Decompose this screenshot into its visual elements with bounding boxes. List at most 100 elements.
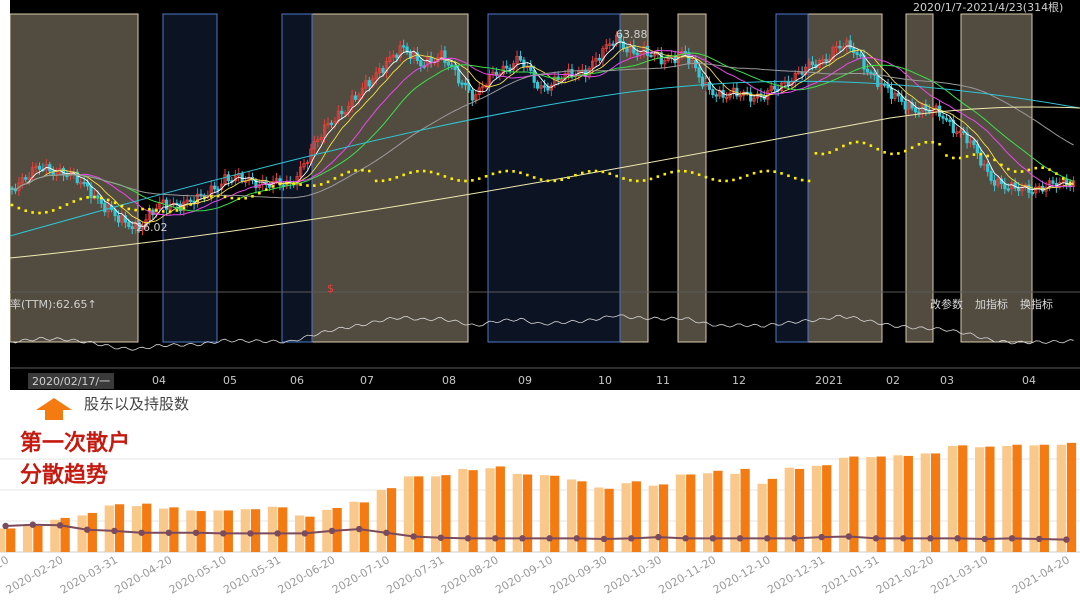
volume-dot xyxy=(457,179,460,182)
volume-dot xyxy=(972,153,976,156)
switch-indicator-button[interactable]: 换指标 xyxy=(1020,298,1053,311)
add-indicator-button[interactable]: 加指标 xyxy=(975,298,1008,311)
candle-body xyxy=(965,132,969,144)
volume-dot xyxy=(704,175,708,179)
candle-body xyxy=(597,57,602,61)
candle-body xyxy=(752,97,756,102)
bar-light xyxy=(104,505,114,552)
candle-body xyxy=(773,85,777,90)
volume-dot xyxy=(367,169,371,173)
bar-dark xyxy=(386,488,397,552)
bar-dark xyxy=(414,476,424,552)
x-tick-label: 2020-02-20 xyxy=(4,553,66,596)
bar-dark xyxy=(658,484,669,552)
volume-dot xyxy=(560,178,563,182)
candle-body xyxy=(27,177,31,180)
bar-dark xyxy=(876,456,886,552)
bar-light xyxy=(213,510,223,552)
bar-light xyxy=(839,457,849,552)
holder-point xyxy=(410,533,417,540)
candle-body xyxy=(443,50,447,63)
bar-light xyxy=(866,457,876,552)
candle-body xyxy=(608,43,612,46)
candle-body xyxy=(405,46,409,53)
month-label: 03 xyxy=(940,374,954,387)
bar-light xyxy=(784,467,794,552)
volume-dot xyxy=(594,169,598,173)
candlestick-chart[interactable] xyxy=(10,0,1080,390)
change-params-button[interactable]: 改参数 xyxy=(930,298,963,311)
volume-dot xyxy=(580,171,584,175)
candle-body xyxy=(749,92,753,102)
volume-dot xyxy=(154,209,158,212)
volume-dot xyxy=(1068,181,1072,185)
candle-body xyxy=(134,221,138,230)
volume-dot xyxy=(539,178,543,181)
month-label: 11 xyxy=(656,374,670,387)
candle-body xyxy=(649,54,653,58)
holder-point xyxy=(274,530,281,537)
bar-light xyxy=(431,476,441,552)
candle-body xyxy=(457,69,461,84)
volume-dot xyxy=(800,178,804,182)
volume-dot xyxy=(86,196,89,199)
candle-body xyxy=(353,95,358,100)
holder-point xyxy=(1036,535,1043,543)
bar-dark xyxy=(1012,444,1022,552)
candle-body xyxy=(838,45,842,49)
holder-point xyxy=(138,529,145,536)
volume-dot xyxy=(292,182,296,185)
stock-chart-panel[interactable]: 2020/1/7-2021/4/23(314根) 市盈率(TTM):62.65↑… xyxy=(10,0,1080,390)
volume-dot xyxy=(326,180,330,184)
bar-dark xyxy=(822,465,832,552)
candle-body xyxy=(841,46,845,49)
holder-point xyxy=(628,535,635,542)
candle-body xyxy=(797,71,801,74)
candle-body xyxy=(127,221,131,227)
date-range-label: 2020/1/7-2021/4/23(314根) xyxy=(913,1,1064,14)
candle-body xyxy=(876,74,880,87)
volume-dot xyxy=(546,179,550,183)
candle-body xyxy=(216,188,220,191)
candle-body xyxy=(381,68,385,73)
x-tick-label: 2020-07-31 xyxy=(384,553,446,596)
volume-dot xyxy=(917,143,921,146)
volume-dot xyxy=(642,179,646,182)
candle-body xyxy=(120,215,124,223)
volume-dot xyxy=(182,206,186,210)
candle-body xyxy=(395,54,399,58)
candle-body xyxy=(958,130,962,134)
x-tick-label: 2020-11-20 xyxy=(656,553,718,596)
bar-dark xyxy=(713,470,723,552)
volume-dot xyxy=(924,140,928,144)
candle-body xyxy=(635,52,639,56)
candle-body xyxy=(350,95,354,107)
volume-dot xyxy=(374,179,378,183)
candle-body xyxy=(694,60,698,69)
volume-dot xyxy=(361,168,364,172)
candle-body xyxy=(924,103,928,111)
candle-body xyxy=(316,139,320,142)
volume-dot xyxy=(416,169,419,173)
volume-dot xyxy=(189,203,192,206)
volume-dot xyxy=(45,210,48,214)
candle-body xyxy=(518,55,523,61)
candle-body xyxy=(769,85,773,92)
holder-point xyxy=(655,533,662,541)
candle-body xyxy=(992,180,997,186)
volume-dot xyxy=(745,174,749,177)
volume-dot xyxy=(848,141,852,145)
candle-body xyxy=(542,85,547,88)
holder-point xyxy=(1063,536,1070,543)
volume-dot xyxy=(203,196,206,200)
x-tick-label: 2020-05-31 xyxy=(221,553,283,596)
volume-dot xyxy=(574,173,577,177)
volume-dot xyxy=(931,140,935,144)
shareholder-bar-chart: 2020-01-202020-02-202020-03-312020-04-20… xyxy=(0,442,1080,597)
bar-dark xyxy=(196,511,206,552)
date-cursor: 2020/02/17/一 xyxy=(28,373,115,389)
volume-dot xyxy=(862,141,866,145)
x-tick-label: 2020-09-30 xyxy=(548,553,610,596)
month-label: 10 xyxy=(598,374,612,387)
x-tick-label: 2021-01-31 xyxy=(820,553,882,596)
